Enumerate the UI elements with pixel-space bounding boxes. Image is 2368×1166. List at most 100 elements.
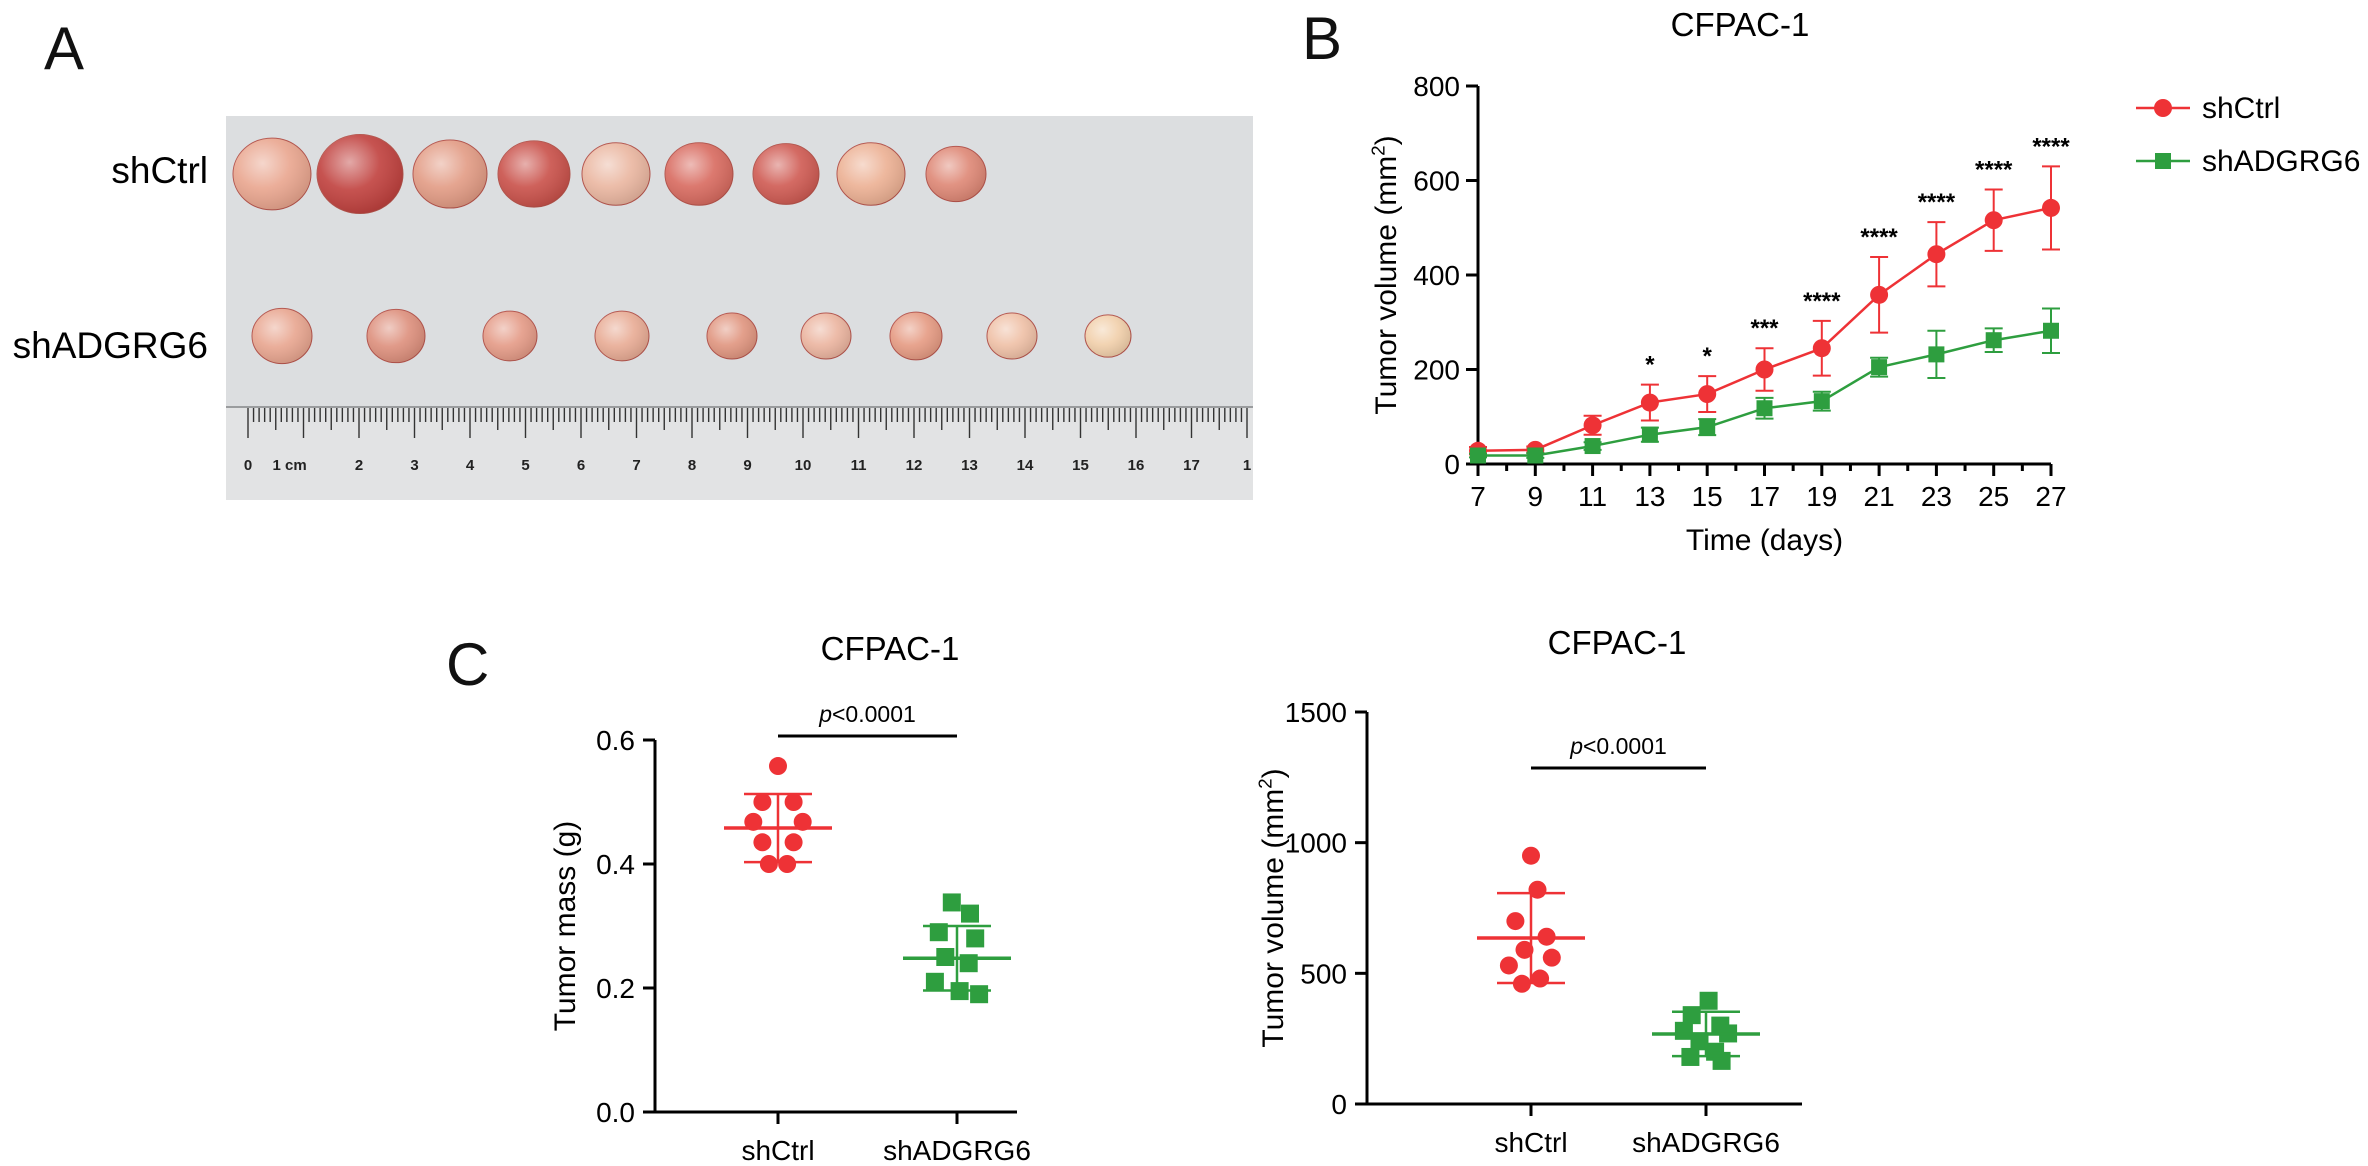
tumor-highlight: [837, 142, 905, 206]
data-point: [1515, 940, 1534, 959]
series-shadgrg6: [1469, 307, 2060, 464]
tumor-highlight: [665, 142, 733, 206]
y-tick-label: 1500: [1285, 697, 1347, 728]
y-tick-label: 600: [1413, 166, 1460, 197]
legend-label: shCtrl: [2202, 92, 2280, 125]
p-value-label: p<0.0001: [818, 701, 916, 727]
group-shctrl: [1477, 846, 1585, 993]
data-point: [1674, 1021, 1693, 1040]
data-point: [1584, 438, 1601, 455]
ruler-label: 16: [1128, 457, 1145, 474]
tumor-highlight: [233, 138, 311, 210]
data-point: [1690, 1032, 1709, 1051]
data-point: [1813, 393, 1830, 410]
x-tick-label: 19: [1806, 481, 1837, 512]
data-point: [1985, 332, 2002, 349]
chart-title: CFPAC-1: [821, 630, 960, 667]
data-point: [1640, 393, 1659, 412]
y-tick-label: 0: [1444, 449, 1460, 480]
ruler-label: 3: [410, 457, 418, 474]
data-point: [784, 793, 803, 811]
ruler-label: 4: [466, 457, 475, 474]
tumor-highlight: [987, 313, 1037, 359]
data-point: [961, 904, 979, 923]
ruler-ticks: [247, 408, 1248, 438]
y-tick-label: 0.0: [596, 1097, 635, 1128]
x-tick-label: 13: [1634, 481, 1665, 512]
y-tick-label: 500: [1300, 958, 1347, 989]
y-axis-label: Tumor volume (mm2): [1255, 768, 1290, 1047]
legend: shCtrl shADGRG6: [2136, 92, 2360, 178]
data-point: [1470, 447, 1486, 464]
data-point: [753, 793, 772, 811]
ruler-labels: 0 1 cm 2 3 4 5 6 7 8 9 10 11 12 13 14 15 16 17 1: [244, 457, 1251, 474]
chart-title: CFPAC-1: [1671, 6, 1810, 43]
y-tick-label: 0.6: [596, 725, 635, 756]
data-point: [1698, 385, 1717, 404]
ruler-label: 12: [906, 457, 923, 474]
tumor-highlight: [926, 146, 986, 202]
data-point: [1928, 346, 1945, 363]
x-tick-label: 15: [1692, 481, 1723, 512]
p-value-label: p<0.0001: [1569, 733, 1667, 759]
y-axis-label: Tumor volume (mm2): [1368, 135, 1403, 414]
ruler-label: 0: [244, 457, 252, 474]
data-point: [1870, 285, 1889, 304]
ruler-label: 9: [743, 457, 751, 474]
data-point: [1871, 359, 1888, 376]
tumor-highlight: [252, 308, 312, 364]
data-point: [759, 855, 778, 873]
legend-label: shADGRG6: [2202, 145, 2360, 178]
data-point: [966, 929, 985, 948]
x-tick-label: shCtrl: [741, 1135, 814, 1166]
line-chart-tumor-growth: CFPAC-1 0 200 400 600 800 7 9 11 13 15 17 19 21 23 25 27…: [1368, 6, 2361, 557]
panel-label-a: A: [44, 15, 85, 82]
x-tick-label: 21: [1864, 481, 1895, 512]
tumor-highlight: [707, 313, 757, 359]
data-point: [1756, 400, 1773, 417]
x-tick-label: shCtrl: [1494, 1127, 1567, 1158]
tumor-photo: 0 1 cm 2 3 4 5 6 7 8 9 10 11 12 13 14 15 16 17 1: [226, 116, 1253, 500]
y-tick-label: 0.2: [596, 973, 635, 1004]
tumor-highlight: [317, 134, 403, 214]
ruler-label: 13: [961, 457, 978, 474]
x-tick-label: 17: [1749, 481, 1780, 512]
ruler-label: 17: [1183, 457, 1200, 474]
y-tick-label: 800: [1413, 71, 1460, 102]
ruler-label: 1: [1243, 457, 1251, 474]
y-tick-label: 0: [1331, 1089, 1347, 1120]
scatter-chart-tumor-mass: CFPAC-1 0.0 0.2 0.4 0.6 shCtrl shADGRG6 Tumor m…: [549, 630, 1031, 1166]
tumor-highlight: [483, 311, 537, 361]
ruler-label: 11: [851, 457, 867, 474]
tumor-highlight: [801, 313, 851, 359]
panel-label-b: B: [1302, 5, 1343, 72]
legend-marker: [2155, 153, 2171, 169]
y-tick-label: 400: [1413, 260, 1460, 291]
row-label-shctrl: shCtrl: [111, 150, 208, 191]
significance-mark: *: [1645, 352, 1655, 379]
x-tick-label: 23: [1921, 481, 1952, 512]
tumor-highlight: [413, 139, 487, 209]
data-point: [1682, 1006, 1701, 1025]
data-point: [784, 833, 803, 852]
group-shctrl: [724, 757, 832, 873]
ruler-label: 5: [521, 457, 529, 474]
chart-title: CFPAC-1: [1548, 624, 1687, 661]
ruler-label: 6: [577, 457, 585, 474]
tumor-highlight: [595, 311, 649, 361]
data-point: [2043, 322, 2059, 339]
ruler-label: 15: [1072, 457, 1089, 474]
x-tick-label: 25: [1978, 481, 2009, 512]
data-point: [1506, 912, 1525, 931]
data-point: [1641, 426, 1658, 443]
significance-mark: ****: [1975, 156, 2013, 183]
data-point: [1499, 956, 1518, 975]
ruler-label: 7: [632, 457, 640, 474]
data-point: [1927, 245, 1946, 264]
data-point: [925, 972, 944, 991]
data-point: [778, 855, 797, 873]
tumor-highlight: [498, 140, 570, 208]
data-point: [753, 833, 772, 852]
x-tick-label: 7: [1470, 481, 1486, 512]
x-tick-label: shADGRG6: [883, 1135, 1031, 1166]
